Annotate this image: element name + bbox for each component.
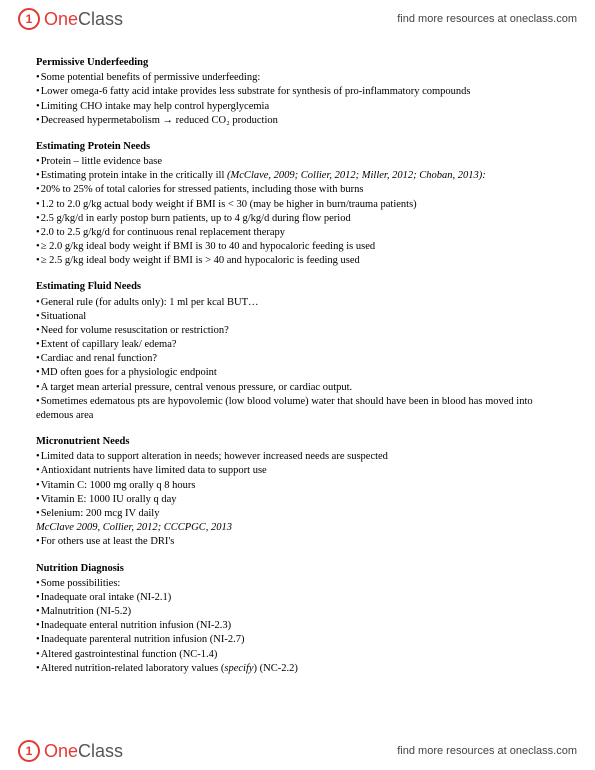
body-line: 2.0 to 2.5 g/kg/d for continuous renal r…: [36, 226, 559, 240]
body-line: Altered nutrition-related laboratory val…: [36, 662, 559, 676]
section-title: Permissive Underfeeding: [36, 56, 559, 70]
body-line: 1.2 to 2.0 g/kg actual body weight if BM…: [36, 198, 559, 212]
body-line: General rule (for adults only): 1 ml per…: [36, 296, 559, 310]
body-line: Antioxidant nutrients have limited data …: [36, 464, 559, 478]
section-title: Nutrition Diagnosis: [36, 562, 559, 576]
body-line: Selenium: 200 mcg IV daily: [36, 507, 559, 521]
body-line: Need for volume resuscitation or restric…: [36, 324, 559, 338]
page-footer: 1 OneClass find more resources at onecla…: [0, 732, 595, 770]
body-line: Situational: [36, 310, 559, 324]
body-line: Protein – little evidence base: [36, 155, 559, 169]
body-line: Extent of capillary leak/ edema?: [36, 338, 559, 352]
section: Permissive UnderfeedingSome potential be…: [36, 56, 559, 128]
logo-text-one: One: [44, 741, 78, 761]
document-body: Permissive UnderfeedingSome potential be…: [0, 38, 595, 698]
body-line: Some potential benefits of permissive un…: [36, 71, 559, 85]
body-line: Some possibilities:: [36, 577, 559, 591]
section: Estimating Fluid Needs General rule (for …: [36, 280, 559, 423]
body-line: Estimating protein intake in the critica…: [36, 169, 559, 183]
logo-text-class: Class: [78, 9, 123, 29]
body-line: Cardiac and renal function?: [36, 352, 559, 366]
body-line: Lower omega-6 fatty acid intake provides…: [36, 85, 559, 99]
brand-logo-footer: 1 OneClass: [18, 740, 123, 762]
section: Micronutrient NeedsLimited data to suppo…: [36, 435, 559, 549]
header-tagline[interactable]: find more resources at oneclass.com: [397, 13, 577, 25]
logo-text-class: Class: [78, 741, 123, 761]
body-line: MD often goes for a physiologic endpoint: [36, 366, 559, 380]
footer-tagline[interactable]: find more resources at oneclass.com: [397, 745, 577, 757]
body-line: Inadequate enteral nutrition infusion (N…: [36, 619, 559, 633]
body-line: Sometimes edematous pts are hypovolemic …: [36, 395, 559, 423]
logo-icon: 1: [18, 740, 40, 762]
body-line: McClave 2009, Collier, 2012; CCCPGC, 201…: [36, 521, 559, 535]
section-title: Micronutrient Needs: [36, 435, 559, 449]
body-line: Altered gastrointestinal function (NC-1.…: [36, 648, 559, 662]
body-line: ≥ 2.5 g/kg ideal body weight if BMI is >…: [36, 254, 559, 268]
body-line: For others use at least the DRI's: [36, 535, 559, 549]
body-line: Vitamin E: 1000 IU orally q day: [36, 493, 559, 507]
body-line: Inadequate oral intake (NI-2.1): [36, 591, 559, 605]
section: Estimating Protein NeedsProtein – little…: [36, 140, 559, 269]
body-line: Limiting CHO intake may help control hyp…: [36, 100, 559, 114]
body-line: Vitamin C: 1000 mg orally q 8 hours: [36, 479, 559, 493]
body-line: ≥ 2.0 g/kg ideal body weight if BMI is 3…: [36, 240, 559, 254]
body-line: Malnutrition (NI-5.2): [36, 605, 559, 619]
body-line: Inadequate parenteral nutrition infusion…: [36, 633, 559, 647]
body-line: 2.5 g/kg/d in early postop burn patients…: [36, 212, 559, 226]
section-title: Estimating Fluid Needs: [36, 280, 559, 294]
page-header: 1 OneClass find more resources at onecla…: [0, 0, 595, 38]
brand-logo: 1 OneClass: [18, 8, 123, 30]
logo-icon: 1: [18, 8, 40, 30]
section-title: Estimating Protein Needs: [36, 140, 559, 154]
section: Nutrition DiagnosisSome possibilities:In…: [36, 562, 559, 676]
body-line: 20% to 25% of total calories for stresse…: [36, 183, 559, 197]
logo-text-one: One: [44, 9, 78, 29]
body-line: A target mean arterial pressure, central…: [36, 381, 559, 395]
body-line: Limited data to support alteration in ne…: [36, 450, 559, 464]
body-line: Decreased hypermetabolism → reduced CO₂ …: [36, 114, 559, 128]
